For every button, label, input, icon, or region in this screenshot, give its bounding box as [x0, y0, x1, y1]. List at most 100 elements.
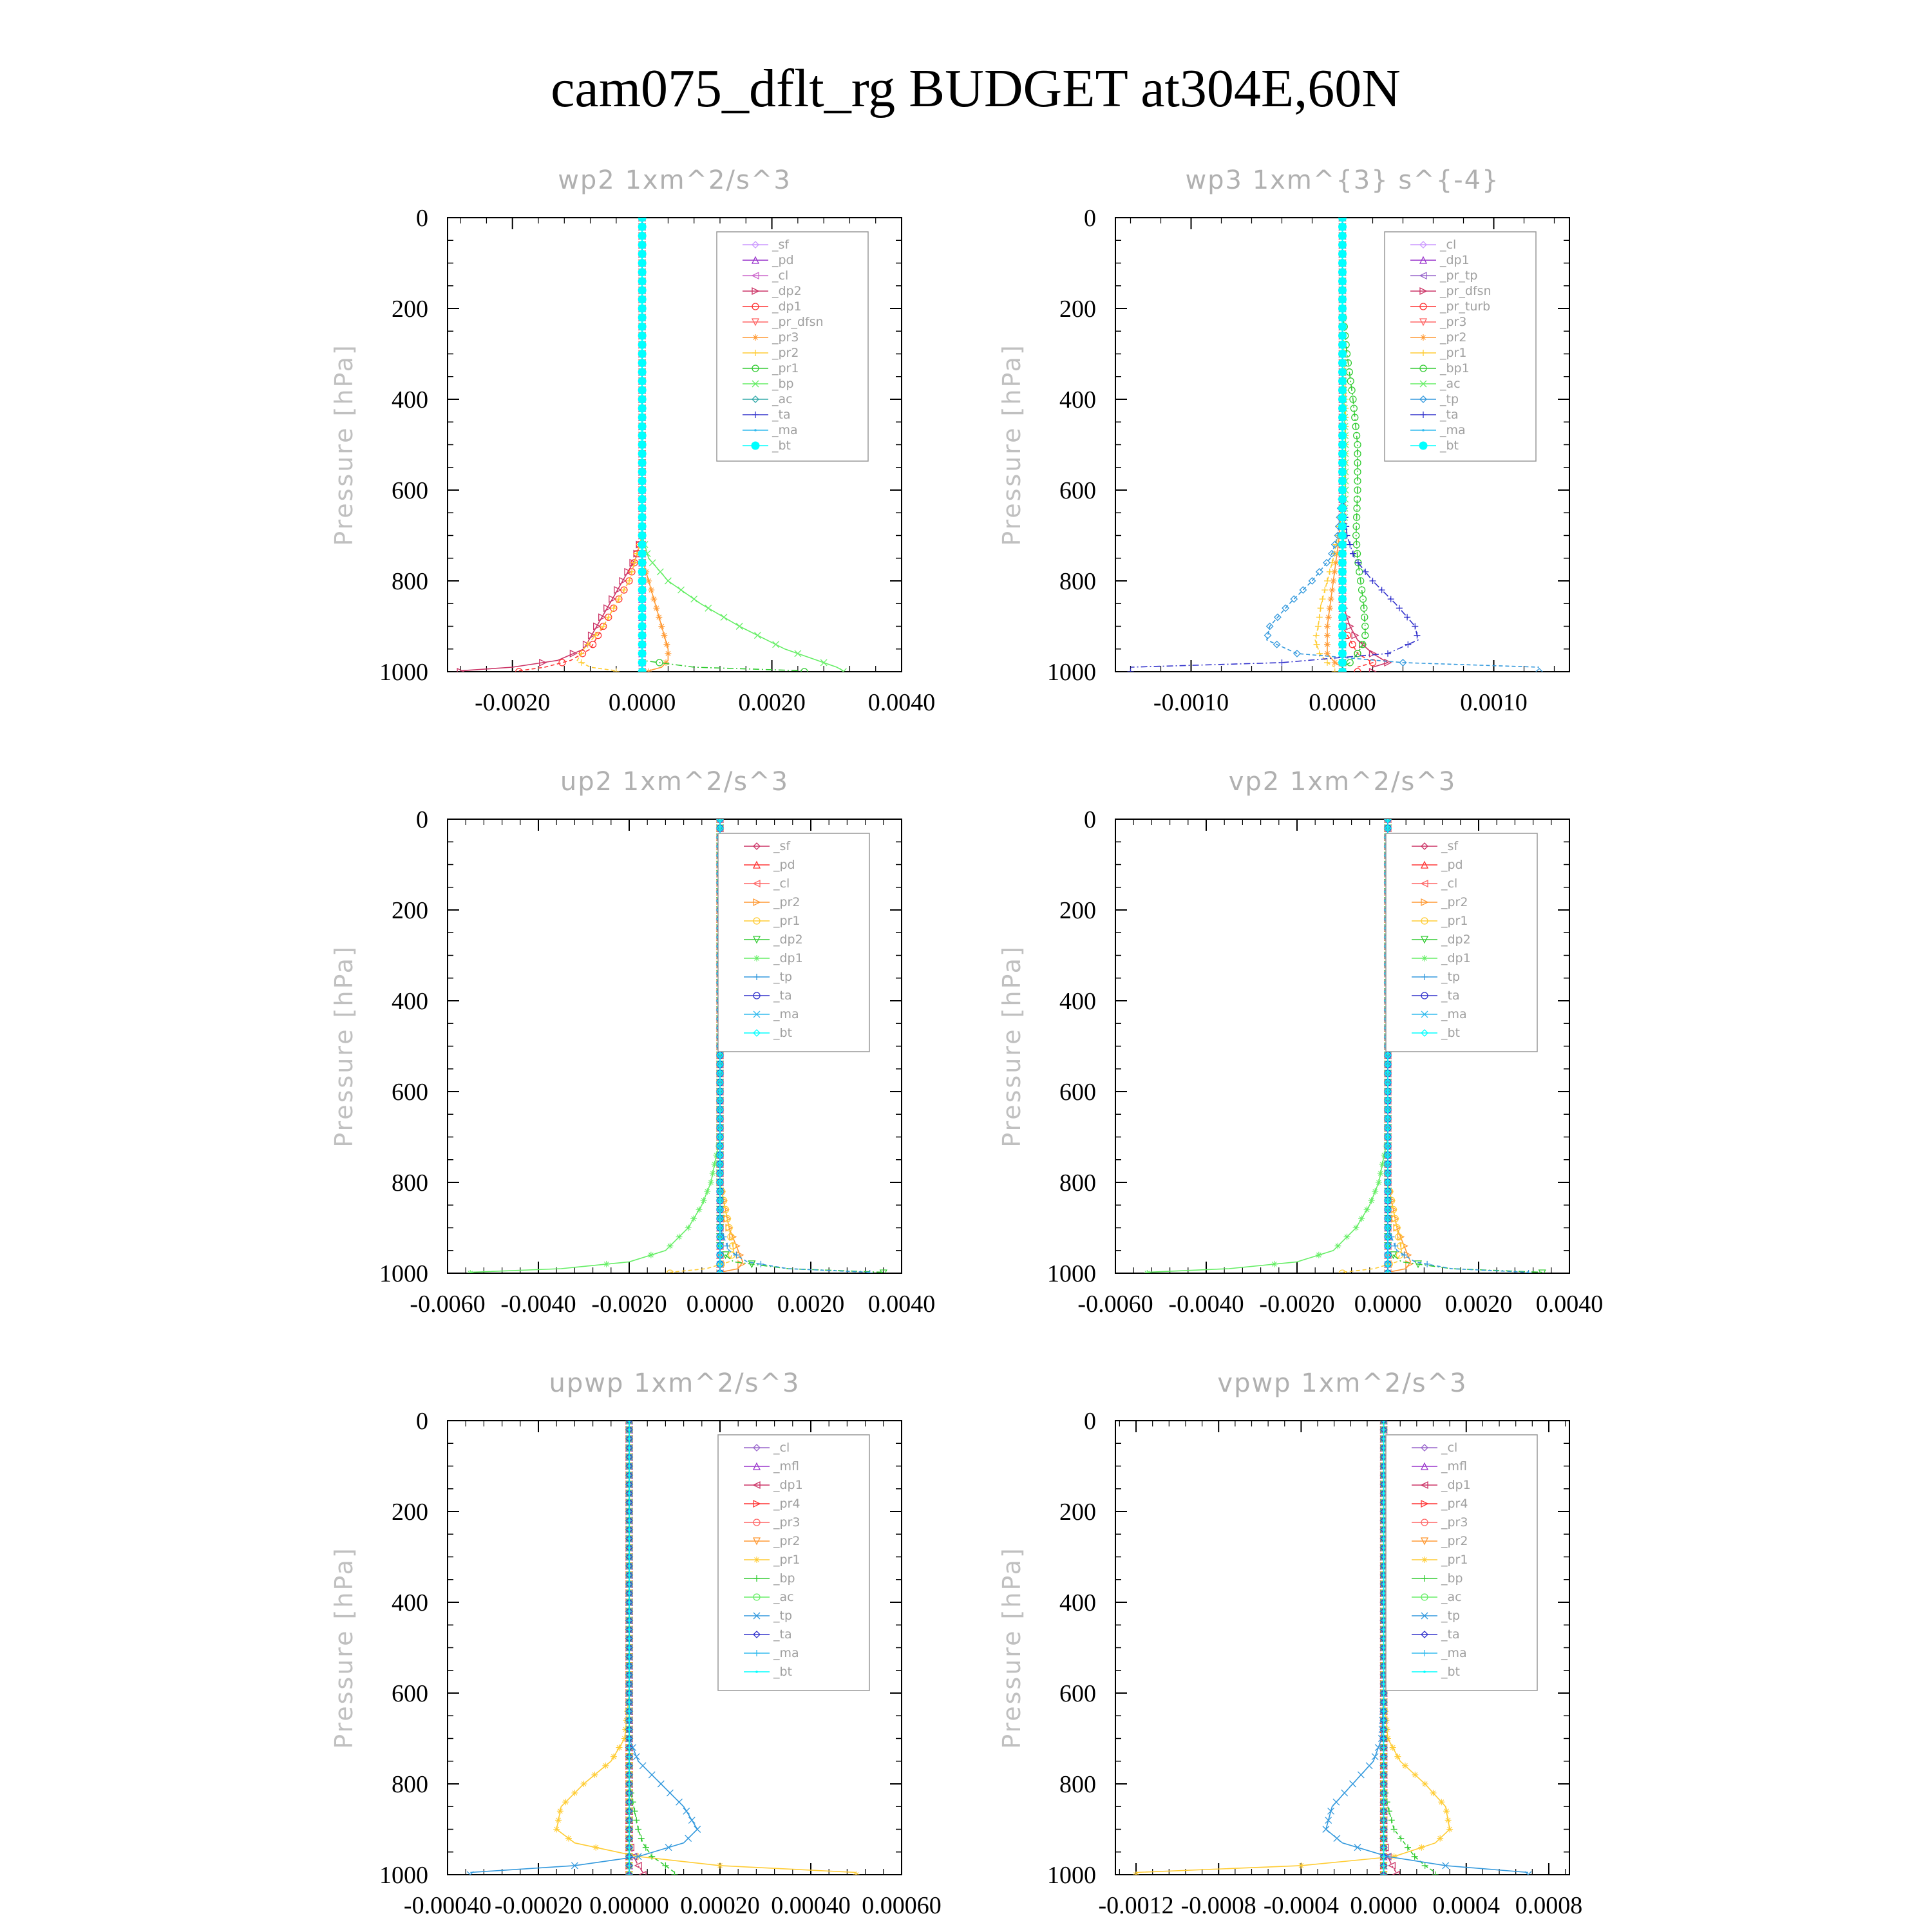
series-marker-bt [638, 658, 647, 667]
series-marker-bt [1382, 1501, 1385, 1504]
series-marker-bp1 [1359, 595, 1367, 603]
series-marker-bt [628, 1583, 630, 1586]
series-marker-dp2 [624, 567, 632, 576]
series-marker-bt [1338, 222, 1347, 231]
y-tick-label: 1000 [1047, 1862, 1096, 1889]
series-marker-bt [1338, 331, 1347, 340]
series-marker-bp [705, 604, 712, 612]
series-marker-pr1 [1319, 596, 1326, 603]
y-tick-label: 600 [1059, 1680, 1096, 1707]
x-tick-label: 0.0020 [1445, 1291, 1513, 1318]
series-marker-pr1 [1394, 1753, 1401, 1760]
series-marker-bt [1382, 1583, 1385, 1586]
series-marker-bt [716, 1188, 724, 1196]
legend-swatch-marker [1420, 936, 1429, 944]
series-line-bp1 [1341, 218, 1366, 668]
series-marker-bp [677, 586, 685, 594]
series-marker-bt [716, 1124, 724, 1132]
series-marker-dp2 [629, 558, 638, 567]
x-tick-label: -0.0060 [1077, 1291, 1153, 1318]
series-marker-bt [638, 350, 647, 358]
series-marker-dp2 [587, 631, 596, 639]
y-tick-label: 200 [392, 897, 428, 924]
series-marker-bt [1384, 1106, 1392, 1114]
legend-swatch-marker [753, 992, 761, 999]
series-marker-pr1 [1326, 568, 1333, 575]
series-marker-bt [1384, 1197, 1392, 1205]
series-marker-tp [1341, 1789, 1349, 1797]
x-tick-label: -0.0040 [500, 1291, 576, 1318]
series-marker-pr3 [661, 632, 668, 639]
legend-label: _bp [773, 1571, 795, 1586]
legend-swatch-marker [1421, 1010, 1428, 1018]
series-marker-bt [1338, 431, 1347, 440]
series-marker-bt [638, 567, 647, 576]
series-marker-bt [1338, 249, 1347, 258]
series-marker-bt [716, 1242, 724, 1250]
series-marker-tp [1392, 1242, 1399, 1249]
series-marker-tp [1371, 1753, 1379, 1761]
series-marker-bt [638, 549, 647, 558]
series-marker-ta [1414, 632, 1421, 639]
series-marker-bt [1338, 404, 1347, 413]
series-marker-bt [628, 1473, 630, 1477]
series-marker-dp2 [748, 1260, 756, 1269]
y-tick-label: 200 [1059, 296, 1096, 323]
series-marker-bt [628, 1737, 630, 1740]
series-marker-bt [638, 486, 647, 495]
series-marker-tp [1442, 1862, 1450, 1870]
series-marker-bt [1384, 1251, 1392, 1259]
series-marker-bt [1338, 585, 1347, 594]
series-marker-bt [1382, 1819, 1385, 1822]
series-marker-pr1 [717, 1862, 723, 1869]
series-marker-pr1 [580, 1781, 587, 1787]
series-marker-ma [716, 1170, 724, 1177]
series-marker-bt [716, 1224, 724, 1232]
series-marker-tp [724, 1242, 731, 1249]
legend-label: _cl [773, 876, 790, 891]
legend-swatch-marker [1421, 974, 1428, 980]
series-marker-pr2 [1324, 650, 1331, 657]
series-marker-bt [1384, 1206, 1392, 1214]
legend-label: _bp [1441, 1571, 1463, 1586]
series-marker-bt [638, 522, 647, 531]
x-tick-label: -0.00020 [495, 1892, 582, 1919]
series-marker-dp1 [1334, 1242, 1341, 1249]
series-marker-bt [1338, 240, 1347, 249]
series-marker-bt [1382, 1692, 1385, 1694]
series-marker-bp [638, 1835, 645, 1842]
series-marker-dp2 [721, 1251, 730, 1260]
series-marker-bt [628, 1492, 630, 1495]
series-marker-bt [716, 1051, 724, 1059]
series-marker-ma [1384, 1052, 1392, 1059]
y-tick-label: 1000 [1047, 659, 1096, 686]
y-tick-label: 1000 [379, 659, 428, 686]
legend-label: _dp1 [773, 1478, 803, 1492]
legend-box [716, 231, 869, 462]
series-marker-dp1 [603, 1260, 610, 1267]
series-marker-ta [1378, 587, 1385, 594]
series-marker-bt [638, 504, 647, 513]
legend-label: _ac [1439, 377, 1461, 391]
series-marker-bt [638, 249, 647, 258]
series-marker-bt [716, 824, 724, 833]
series-marker-dp1 [1352, 1224, 1359, 1231]
legend-label: _bt [773, 1665, 792, 1679]
series-marker-bt [628, 1683, 630, 1685]
series-marker-bt [628, 1537, 630, 1540]
series-marker-dp1 [700, 1197, 707, 1204]
series-marker-dp1 [1379, 1160, 1386, 1168]
legend-swatch-marker [1421, 992, 1428, 999]
series-marker-bt [1384, 1169, 1392, 1177]
legend-swatch-marker [1421, 1519, 1428, 1526]
legend-swatch-marker [1419, 395, 1427, 403]
series-marker-bt [1382, 1855, 1385, 1858]
x-tick-label: 0.0020 [738, 689, 806, 716]
x-tick-label: -0.0008 [1181, 1892, 1256, 1919]
series-marker-tp [1333, 1835, 1341, 1842]
legend-label: _ma [772, 423, 798, 437]
series-marker-pr1 [555, 1817, 562, 1824]
legend-swatch-marker [753, 1010, 761, 1018]
series-marker-bt [638, 231, 647, 240]
series-marker-bt [638, 631, 647, 640]
